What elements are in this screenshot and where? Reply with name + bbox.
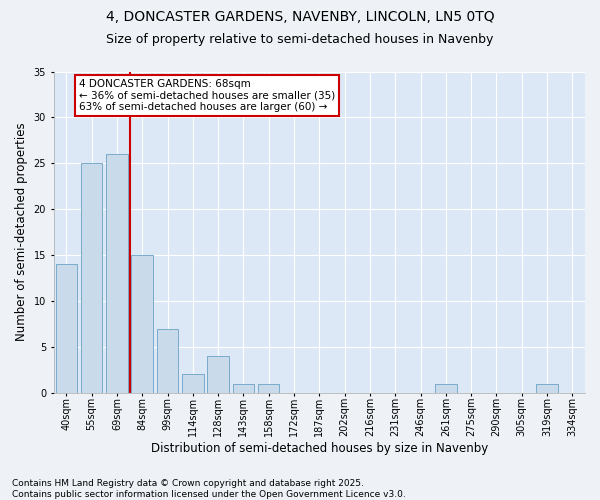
Bar <box>131 255 153 393</box>
X-axis label: Distribution of semi-detached houses by size in Navenby: Distribution of semi-detached houses by … <box>151 442 488 455</box>
Bar <box>106 154 128 393</box>
Bar <box>81 164 103 393</box>
Text: 4 DONCASTER GARDENS: 68sqm
← 36% of semi-detached houses are smaller (35)
63% of: 4 DONCASTER GARDENS: 68sqm ← 36% of semi… <box>79 79 335 112</box>
Bar <box>208 356 229 393</box>
Bar <box>56 264 77 393</box>
Y-axis label: Number of semi-detached properties: Number of semi-detached properties <box>15 123 28 342</box>
Bar <box>182 374 203 393</box>
Text: Contains public sector information licensed under the Open Government Licence v3: Contains public sector information licen… <box>12 490 406 499</box>
Text: 4, DONCASTER GARDENS, NAVENBY, LINCOLN, LN5 0TQ: 4, DONCASTER GARDENS, NAVENBY, LINCOLN, … <box>106 10 494 24</box>
Bar <box>157 328 178 393</box>
Bar <box>233 384 254 393</box>
Text: Contains HM Land Registry data © Crown copyright and database right 2025.: Contains HM Land Registry data © Crown c… <box>12 478 364 488</box>
Text: Size of property relative to semi-detached houses in Navenby: Size of property relative to semi-detach… <box>106 32 494 46</box>
Bar <box>258 384 280 393</box>
Bar <box>536 384 558 393</box>
Bar <box>435 384 457 393</box>
